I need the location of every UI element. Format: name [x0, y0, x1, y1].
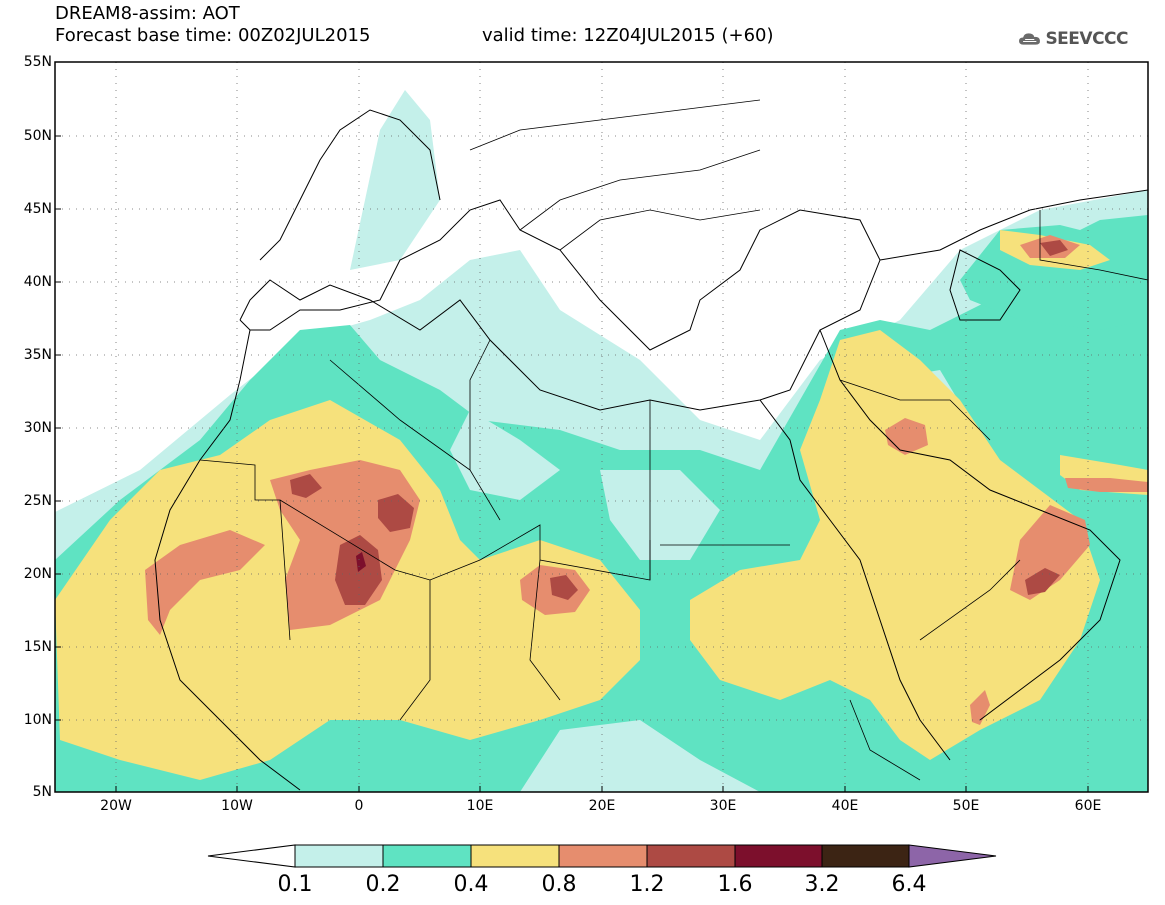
y-tick-label: 25N — [23, 493, 52, 509]
y-tick-label: 20N — [23, 566, 52, 582]
y-tick-label: 40N — [23, 274, 52, 290]
x-tick-label: 40E — [831, 798, 859, 814]
seevccc-logo: SEEVCCC — [1018, 22, 1128, 56]
y-tick-label: 15N — [23, 639, 52, 655]
y-tick-label: 10N — [23, 712, 52, 728]
forecast-base-time: Forecast base time: 00Z02JUL2015 — [55, 25, 371, 46]
x-tick-label: 30E — [709, 798, 737, 814]
colorbar-label: 0.4 — [453, 872, 489, 897]
colorbar-label: 0.8 — [541, 872, 577, 897]
colorbar-bin-1-2 — [646, 844, 736, 868]
colorbar-bin-0-2 — [382, 844, 472, 868]
y-tick-label: 55N — [23, 54, 52, 70]
x-tick-label: 60E — [1074, 798, 1102, 814]
colorbar-bin-0-4 — [470, 844, 560, 868]
map-title: DREAM8-assim: AOT — [55, 3, 240, 24]
colorbar-bin-0-8 — [558, 844, 648, 868]
aot-contour-1-6 — [356, 552, 366, 572]
x-tick-label: 20E — [588, 798, 616, 814]
x-tick-label: 50E — [952, 798, 980, 814]
colorbar-label: 0.1 — [277, 872, 313, 897]
y-tick-label: 30N — [23, 420, 52, 436]
colorbar-bin-3-2 — [821, 844, 910, 868]
country-borders — [199, 99, 1148, 781]
y-tick-label: 45N — [23, 201, 52, 217]
logo-text: SEEVCCC — [1045, 29, 1128, 49]
x-tick-label: 20W — [100, 798, 132, 814]
colorbar-bin-1-6 — [734, 844, 823, 868]
x-tick-label: 10W — [221, 798, 253, 814]
aot-field — [55, 62, 1148, 792]
colorbar — [207, 844, 997, 868]
coastlines — [154, 109, 1148, 791]
valid-time: valid time: 12Z04JUL2015 (+60) — [482, 25, 774, 46]
colorbar-label: 0.2 — [365, 872, 401, 897]
x-tick-label: 10E — [466, 798, 494, 814]
colorbar-label: 6.4 — [891, 872, 927, 897]
colorbar-bin-0-1 — [294, 844, 384, 868]
y-tick-label: 35N — [23, 347, 52, 363]
colorbar-over-arrow — [908, 844, 997, 868]
cloud-icon — [1019, 33, 1040, 45]
colorbar-label: 1.6 — [717, 872, 753, 897]
x-tick-label: 0 — [354, 798, 364, 814]
gridlines — [55, 62, 1148, 792]
colorbar-label: 3.2 — [804, 872, 840, 897]
colorbar-label: 1.2 — [629, 872, 665, 897]
y-tick-label: 5N — [32, 784, 52, 800]
y-tick-label: 50N — [23, 128, 52, 144]
tick-marks — [55, 61, 1089, 792]
colorbar-under-arrow — [207, 844, 296, 868]
